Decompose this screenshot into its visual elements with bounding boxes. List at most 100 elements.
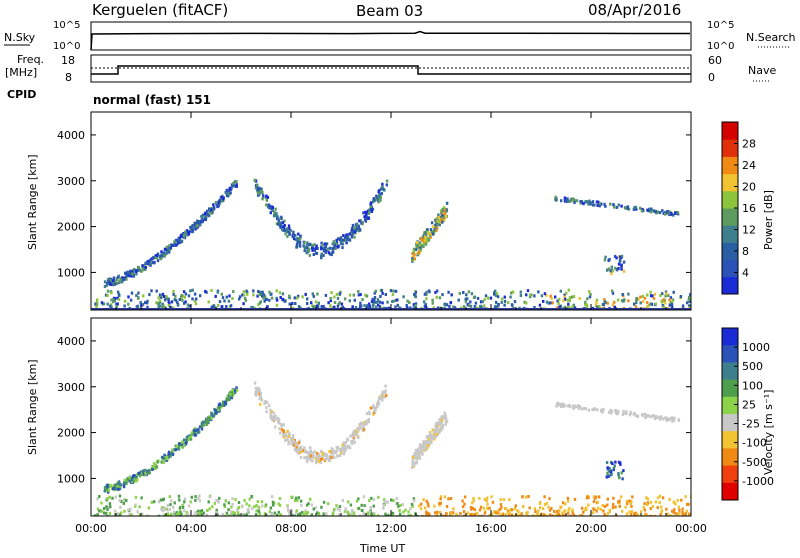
scatter-cell <box>130 478 133 482</box>
scatter-cell <box>421 447 424 451</box>
scatter-cell <box>672 290 675 294</box>
scatter-cell <box>269 211 272 215</box>
scatter-cell <box>326 514 329 516</box>
scatter-cell <box>483 511 487 515</box>
scatter-cell <box>202 420 205 424</box>
scatter-cell <box>355 499 359 503</box>
scatter-cell <box>196 221 199 225</box>
scatter-cell <box>538 502 542 505</box>
scatter-cell <box>112 276 116 280</box>
scatter-cell <box>123 478 126 482</box>
scatter-cell <box>259 392 263 396</box>
colorbar-tick-label: -1000 <box>742 475 774 488</box>
scatter-cell <box>443 210 446 214</box>
scatter-cell <box>560 404 563 408</box>
scatter-cell <box>616 298 620 302</box>
scatter-cell <box>568 296 572 300</box>
scatter-cell <box>425 512 428 516</box>
scatter-cell <box>163 298 167 302</box>
scatter-cell <box>102 302 106 306</box>
scatter-cell <box>146 260 150 263</box>
scatter-cell <box>439 209 443 213</box>
scatter-cell <box>554 513 558 516</box>
scatter-cell <box>111 496 114 500</box>
scatter-cell <box>138 513 141 516</box>
scatter-cell <box>562 510 566 514</box>
scatter-cell <box>476 296 480 300</box>
scatter-cell <box>252 289 255 293</box>
scatter-cell <box>561 511 564 515</box>
scatter-cell <box>251 305 254 309</box>
scatter-cell <box>440 421 443 424</box>
scatter-cell <box>402 510 405 514</box>
scatter-cell <box>558 305 561 309</box>
scatter-cell <box>339 239 342 243</box>
scatter-cell <box>558 509 561 513</box>
scatter-cell <box>298 439 301 443</box>
scatter-cell <box>457 298 460 302</box>
scatter-cell <box>473 512 477 516</box>
scatter-cell <box>220 305 223 309</box>
scatter-cell <box>194 495 197 499</box>
scatter-cell <box>144 267 147 271</box>
scatter-cell <box>665 416 668 420</box>
scatter-cell <box>343 445 346 448</box>
scatter-cell <box>324 245 327 249</box>
scatter-cell <box>310 513 314 516</box>
scatter-cell <box>291 514 294 516</box>
scatter-cell <box>606 511 610 515</box>
scatter-cell <box>373 296 377 299</box>
freq-label-2: [MHz] <box>5 66 37 79</box>
scatter-cell <box>328 246 332 250</box>
scatter-cell <box>150 500 154 504</box>
scatter-cell <box>578 297 581 300</box>
scatter-cell <box>193 513 196 516</box>
scatter-cell <box>443 411 446 415</box>
scatter-cell <box>319 455 322 459</box>
scatter-cell <box>259 397 263 401</box>
scatter-cell <box>277 502 280 506</box>
scatter-cell <box>338 238 342 242</box>
colorbar-swatch <box>722 122 738 140</box>
scatter-cell <box>202 511 205 515</box>
scatter-cell <box>370 299 374 303</box>
scatter-cell <box>545 501 549 505</box>
scatter-cell <box>105 505 108 509</box>
scatter-cell <box>617 262 621 266</box>
scatter-cell <box>309 458 312 462</box>
scatter-cell <box>277 418 281 421</box>
scatter-cell <box>654 209 658 213</box>
scatter-cell <box>624 505 627 509</box>
scatter-cell <box>420 237 423 241</box>
scatter-cell <box>668 514 671 516</box>
scatter-cell <box>245 513 248 516</box>
scatter-cell <box>413 253 416 257</box>
scatter-cell <box>467 290 471 294</box>
scatter-cell <box>429 432 432 436</box>
scatter-cell <box>367 216 370 220</box>
scatter-cell <box>108 512 112 515</box>
scatter-cell <box>396 303 399 307</box>
scatter-cell <box>225 295 228 299</box>
scatter-cell <box>423 238 426 242</box>
scatter-cell <box>676 513 680 516</box>
scatter-cell <box>259 300 263 304</box>
scatter-cell <box>464 300 468 304</box>
scatter-cell <box>538 514 541 516</box>
colorbar-swatch <box>722 448 738 467</box>
scatter-cell <box>633 512 636 516</box>
scatter-cell <box>343 510 347 514</box>
scatter-cell <box>386 300 389 304</box>
scatter-cell <box>412 247 416 251</box>
scatter-cell <box>653 514 657 516</box>
scatter-cell <box>227 398 230 402</box>
scatter-cell <box>391 300 394 303</box>
scatter-cell <box>563 295 566 299</box>
scatter-cell <box>291 439 294 442</box>
scatter-cell <box>430 233 433 237</box>
scatter-cell <box>137 296 140 300</box>
scatter-cell <box>483 298 486 302</box>
scatter-cell <box>635 297 638 300</box>
cpid-text: normal (fast) 151 <box>93 93 211 107</box>
scatter-cell <box>320 505 323 509</box>
